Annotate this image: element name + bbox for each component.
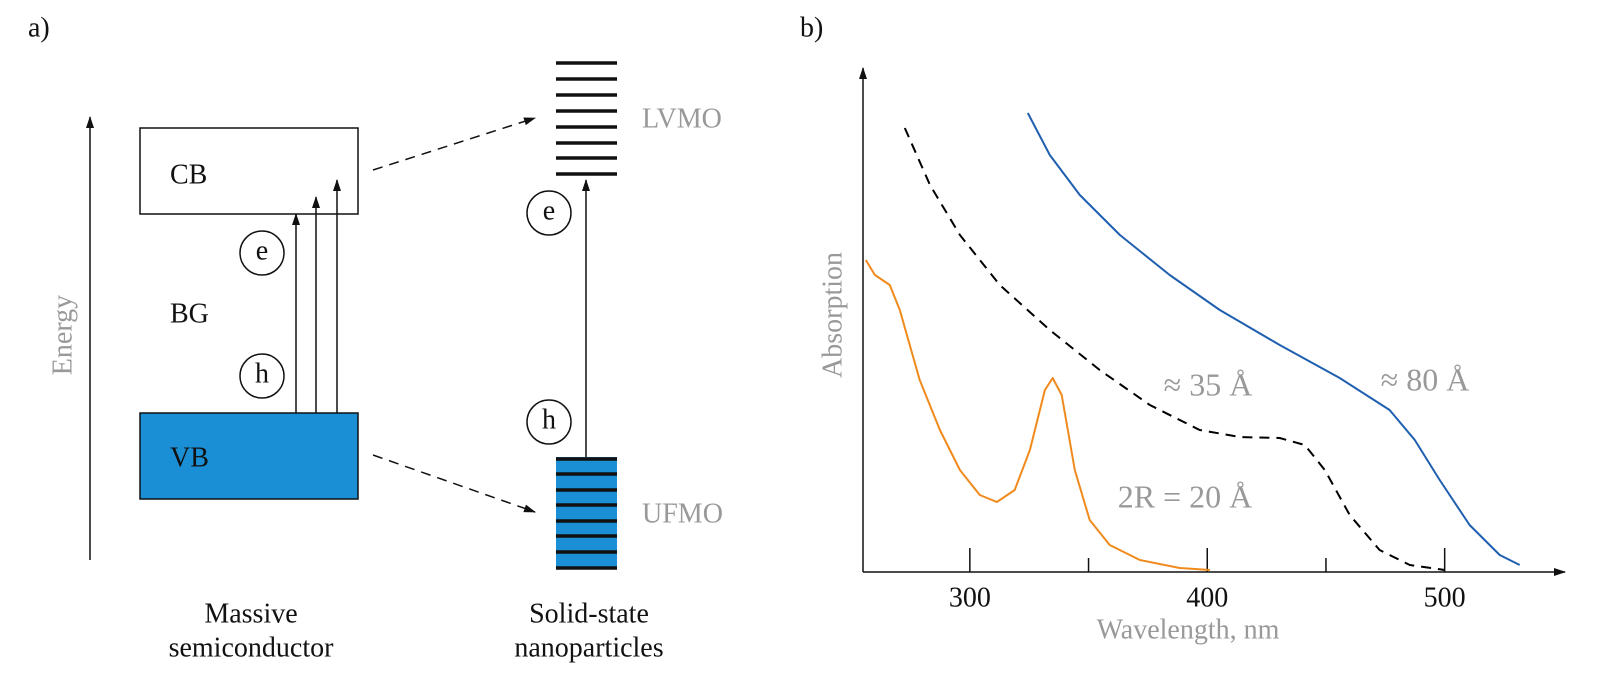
caption: semiconductor xyxy=(169,632,335,663)
electron-label: e xyxy=(543,195,555,226)
ufmo-levels xyxy=(556,457,617,570)
series-line xyxy=(1026,112,1521,566)
electron-label: e xyxy=(256,235,268,266)
caption: Massive xyxy=(204,598,297,629)
vb-label: VB xyxy=(170,442,209,473)
energy-label: Energy xyxy=(47,295,78,375)
hole-label: h xyxy=(542,404,556,435)
panel-label: b) xyxy=(800,12,823,43)
conduction-band xyxy=(139,127,359,215)
series-line xyxy=(864,259,1210,571)
valence-band xyxy=(139,412,359,500)
series-label: ≈ 80 Å xyxy=(1381,361,1470,397)
ufmo-label: UFMO xyxy=(642,498,723,529)
y-axis-label: Absorption xyxy=(817,252,848,378)
caption: Solid-state xyxy=(529,598,649,629)
bg-label: BG xyxy=(170,298,209,329)
electron-circle xyxy=(526,190,572,236)
hole-label: h xyxy=(255,358,269,389)
x-tick-label: 300 xyxy=(949,582,991,613)
dashed-arrows xyxy=(372,117,536,513)
series-label: ≈ 35 Å xyxy=(1164,366,1253,402)
caption: nanoparticles xyxy=(514,632,663,663)
series-label: 2R = 20 Å xyxy=(1118,478,1253,514)
excitation-arrows xyxy=(292,179,341,413)
electron-circle xyxy=(239,230,285,276)
lvmo-label: LVMO xyxy=(642,103,722,134)
lvmo-levels xyxy=(556,61,617,176)
panel-label: a) xyxy=(28,12,50,43)
x-tick-label: 500 xyxy=(1424,582,1466,613)
hole-circle xyxy=(526,399,572,445)
cb-label: CB xyxy=(170,159,207,190)
hole-circle xyxy=(239,353,285,399)
x-tick-label: 400 xyxy=(1186,582,1228,613)
x-axis-label: Wavelength, nm xyxy=(1097,614,1280,645)
